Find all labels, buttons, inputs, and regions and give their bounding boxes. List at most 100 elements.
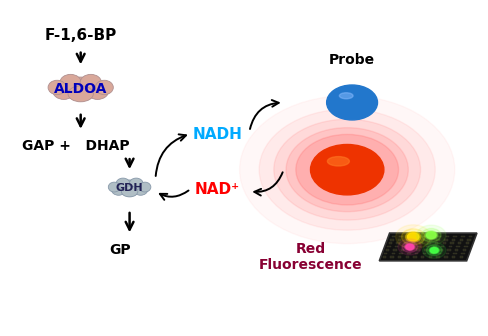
Bar <box>408 249 411 251</box>
Circle shape <box>407 233 418 241</box>
Circle shape <box>295 134 398 205</box>
Bar <box>445 236 448 237</box>
Bar <box>419 243 422 244</box>
Ellipse shape <box>80 74 102 91</box>
Bar <box>462 249 465 251</box>
Bar <box>385 249 388 251</box>
Ellipse shape <box>133 183 148 195</box>
Bar <box>467 239 469 241</box>
Ellipse shape <box>48 80 66 95</box>
Text: F-1,6-BP: F-1,6-BP <box>44 28 117 43</box>
Bar <box>412 256 416 257</box>
Bar <box>386 246 390 247</box>
Bar <box>402 246 405 247</box>
Ellipse shape <box>53 82 75 99</box>
Bar <box>443 256 447 257</box>
Circle shape <box>404 244 414 250</box>
Bar <box>425 246 428 247</box>
Bar <box>428 256 431 257</box>
Ellipse shape <box>129 178 143 190</box>
Bar <box>403 243 407 244</box>
Ellipse shape <box>326 157 348 166</box>
Circle shape <box>422 242 445 258</box>
Bar <box>451 239 454 241</box>
Text: GAP +   DHAP: GAP + DHAP <box>22 139 129 153</box>
Text: GDH: GDH <box>116 183 143 193</box>
Bar <box>465 243 468 244</box>
Bar <box>423 249 427 251</box>
Bar <box>411 243 414 244</box>
Circle shape <box>285 128 407 212</box>
Ellipse shape <box>65 77 96 101</box>
Text: NADH: NADH <box>192 127 242 142</box>
Circle shape <box>428 247 438 254</box>
Ellipse shape <box>68 86 93 102</box>
Bar <box>429 236 433 237</box>
Text: NAD⁺: NAD⁺ <box>195 182 240 197</box>
Bar <box>451 256 454 257</box>
Bar <box>391 236 394 237</box>
Bar <box>389 239 393 241</box>
Ellipse shape <box>86 82 108 99</box>
Bar <box>452 236 456 237</box>
Bar <box>455 246 459 247</box>
Text: Red
Fluorescence: Red Fluorescence <box>258 242 362 272</box>
Bar <box>409 246 413 247</box>
Ellipse shape <box>119 180 140 196</box>
Bar <box>440 246 444 247</box>
Circle shape <box>326 85 377 120</box>
Circle shape <box>426 232 435 239</box>
Circle shape <box>416 225 445 245</box>
Bar <box>407 253 410 254</box>
Bar <box>459 256 462 257</box>
Circle shape <box>421 228 440 242</box>
Bar <box>407 236 410 237</box>
Bar <box>397 239 401 241</box>
Ellipse shape <box>111 183 126 195</box>
Bar <box>391 253 394 254</box>
Bar <box>463 246 467 247</box>
Bar <box>432 246 436 247</box>
Bar <box>389 256 393 257</box>
Bar <box>412 239 416 241</box>
Bar <box>420 256 424 257</box>
Bar <box>454 249 457 251</box>
Circle shape <box>429 248 437 253</box>
Ellipse shape <box>139 182 150 192</box>
Bar <box>439 249 442 251</box>
Bar <box>434 243 437 244</box>
Bar <box>383 253 386 254</box>
Ellipse shape <box>108 182 120 192</box>
Circle shape <box>273 119 420 220</box>
Bar <box>436 239 439 241</box>
Bar <box>382 256 385 257</box>
Bar <box>416 249 419 251</box>
Bar <box>443 239 447 241</box>
Bar <box>449 243 453 244</box>
Circle shape <box>405 244 413 250</box>
Bar <box>431 249 434 251</box>
Bar <box>442 243 445 244</box>
Bar <box>399 253 402 254</box>
Ellipse shape <box>116 178 130 190</box>
Bar <box>397 256 401 257</box>
Bar <box>460 236 464 237</box>
Bar <box>405 239 408 241</box>
Circle shape <box>397 239 421 255</box>
Bar <box>405 256 408 257</box>
Bar <box>435 256 439 257</box>
Bar <box>399 236 402 237</box>
Text: ALDOA: ALDOA <box>54 82 107 96</box>
Bar <box>452 253 456 254</box>
Bar <box>392 249 396 251</box>
Text: GP: GP <box>109 243 130 257</box>
Bar <box>417 246 421 247</box>
Bar <box>468 236 471 237</box>
Bar <box>447 249 450 251</box>
Ellipse shape <box>60 74 81 91</box>
Bar <box>437 253 441 254</box>
Text: Probe: Probe <box>328 53 374 68</box>
Bar <box>460 253 464 254</box>
Bar <box>445 253 448 254</box>
Ellipse shape <box>95 80 113 95</box>
